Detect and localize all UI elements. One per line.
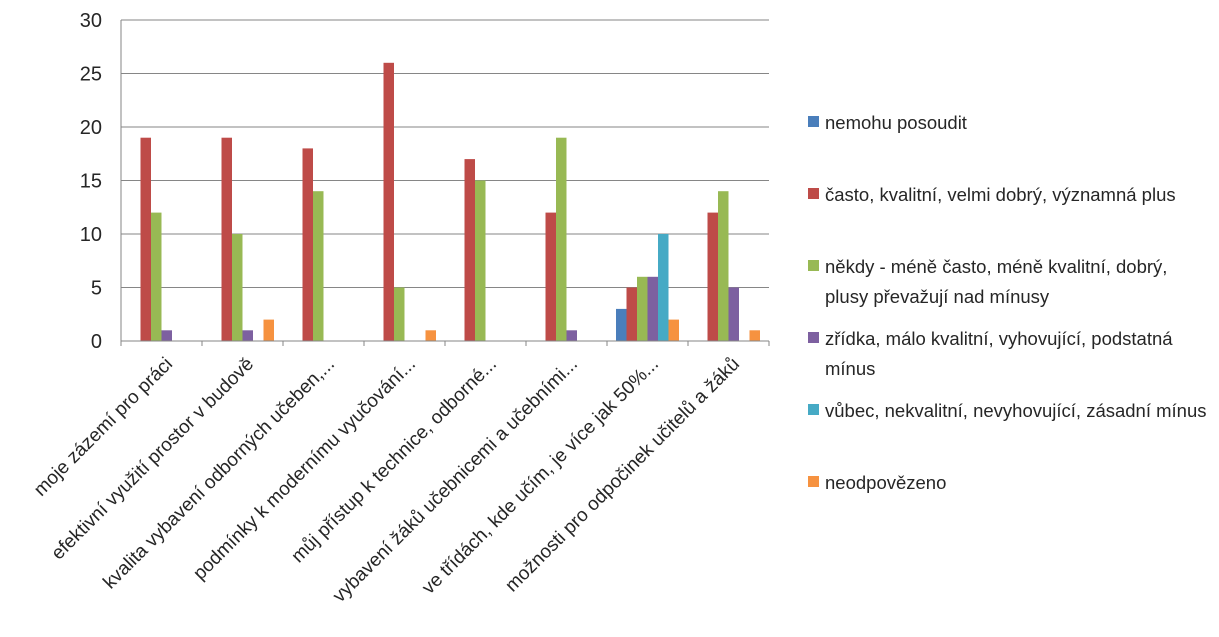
y-tick-label: 20 — [80, 117, 102, 139]
bar — [464, 159, 475, 341]
bar — [263, 319, 274, 341]
y-tick-label: 0 — [91, 331, 102, 353]
legend-label: nemohu posoudit — [825, 112, 967, 133]
y-tick-label: 10 — [80, 224, 102, 246]
bar — [140, 137, 151, 341]
gridlines — [121, 19, 769, 288]
y-tick-label: 25 — [80, 64, 102, 86]
axes — [120, 20, 770, 346]
bar — [394, 287, 405, 341]
legend-label: někdy - méně často, méně kvalitní, dobrý… — [825, 256, 1168, 307]
bar — [728, 287, 739, 341]
bar — [161, 330, 172, 341]
bar — [626, 287, 637, 341]
bar — [718, 191, 729, 341]
y-axis-tick-labels: 0 5 10 15 20 25 30 — [80, 10, 102, 353]
bar — [556, 137, 567, 341]
bar — [616, 308, 627, 341]
y-tick-label: 5 — [91, 278, 102, 300]
bar — [545, 212, 556, 341]
legend-item: neodpovězeno — [808, 468, 1213, 498]
bar — [151, 212, 162, 341]
bar — [232, 234, 243, 341]
legend-swatch — [808, 404, 819, 415]
bar — [383, 62, 394, 342]
legend-label: vůbec, nekvalitní, nevyhovující, zásadní… — [825, 400, 1207, 421]
x-tick-label: moje zázemí pro práci — [30, 354, 177, 501]
legend-swatch — [808, 116, 819, 127]
bar — [749, 330, 760, 341]
bar — [302, 148, 313, 341]
legend-swatch — [808, 260, 819, 271]
legend-label: často, kvalitní, velmi dobrý, významná p… — [825, 184, 1176, 205]
legend-item: často, kvalitní, velmi dobrý, významná p… — [808, 180, 1213, 210]
bar — [242, 330, 253, 341]
legend-swatch — [808, 476, 819, 487]
bar — [313, 191, 324, 341]
bars — [140, 62, 760, 342]
legend-label: zřídka, málo kvalitní, vyhovující, podst… — [825, 328, 1173, 379]
legend-item: zřídka, málo kvalitní, vyhovující, podst… — [808, 324, 1213, 384]
legend-item: nemohu posoudit — [808, 108, 1213, 138]
y-tick-label: 15 — [80, 171, 102, 193]
legend-item: vůbec, nekvalitní, nevyhovující, zásadní… — [808, 396, 1213, 426]
bar-chart: 0 5 10 15 20 25 30 moje zázemí pro práciefekti… — [30, 10, 770, 607]
legend-swatch — [808, 188, 819, 199]
bar — [425, 330, 436, 341]
bar — [566, 330, 577, 341]
bar — [647, 276, 658, 341]
bar — [637, 276, 648, 341]
legend-swatch — [808, 332, 819, 343]
legend-item: někdy - méně často, méně kvalitní, dobrý… — [808, 252, 1213, 312]
bar — [668, 319, 679, 341]
legend-label: neodpovězeno — [825, 472, 947, 493]
bar — [707, 212, 718, 341]
bar — [658, 234, 669, 341]
bar — [221, 137, 232, 341]
bar — [475, 180, 486, 341]
y-tick-label: 30 — [80, 10, 102, 32]
